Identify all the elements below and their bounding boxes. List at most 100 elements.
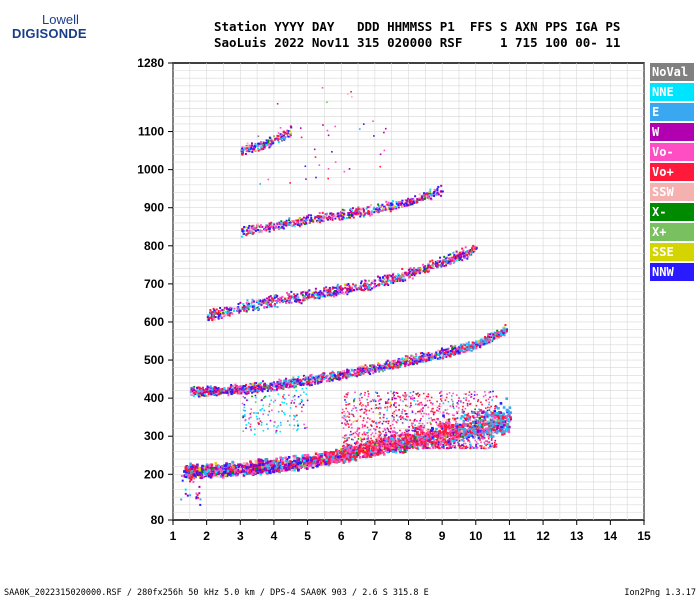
echo-point [497,416,501,420]
echo-point [446,418,449,422]
echo-point [325,287,328,290]
echo-point [353,369,356,372]
echo-point [330,378,333,381]
echo-point [394,448,398,452]
echo-point [317,454,320,457]
echo-point [233,385,236,388]
echo-point [292,376,295,379]
echo-point [468,429,472,433]
echo-point [314,452,318,456]
echo-point [243,464,246,467]
echo-point [415,442,419,446]
echo-point [206,465,209,469]
echo-point [272,381,275,384]
echo-point [487,428,491,432]
echo-point [455,257,458,260]
echo-point [470,253,473,256]
echo-point [375,284,378,287]
echo-point [469,345,472,348]
echo-point [462,347,465,350]
echo-point [356,367,359,370]
echo-point [319,293,322,296]
echo-point [346,368,349,371]
echo-point [307,296,310,299]
echo-point [338,459,342,463]
echo-point [460,251,463,254]
echo-point [377,279,380,282]
echo-point [360,367,363,370]
echo-point [464,349,467,352]
echo-point [476,422,480,425]
echo-point [416,358,419,361]
echo-point [232,389,235,392]
echo-point [502,430,505,433]
echo-point [497,411,501,415]
echo-point [484,335,487,338]
echo-point [282,382,285,385]
echo-point [491,435,495,438]
echo-point [301,454,305,457]
echo-point [209,309,212,312]
echo-point [198,467,201,470]
echo-point [438,261,441,264]
echo-point [415,355,418,358]
echo-point [495,334,498,337]
echo-point [203,390,206,393]
echo-point [396,364,399,367]
echo-point [275,382,278,385]
echo-point [442,356,445,359]
echo-point [245,387,248,390]
echo-point [309,374,312,377]
echo-point [187,468,190,471]
echo-point [217,393,220,396]
echo-point [362,450,365,454]
echo-point [342,291,345,294]
echo-point [497,334,500,337]
echo-point [383,274,386,277]
echo-point [402,275,405,278]
echo-point [411,271,414,274]
echo-point [355,449,359,453]
echo-point [474,430,477,433]
echo-point [187,474,190,477]
echo-point [380,366,383,369]
echo-point [450,257,453,260]
echo-point [339,372,342,375]
echo-point [260,389,263,392]
echo-point [369,370,372,373]
echo-point [238,392,241,395]
echo-point [461,253,464,256]
echo-point [291,378,294,381]
echo-point [197,394,200,397]
echo-point [453,346,456,349]
echo-point [325,453,328,456]
echo-point [288,385,291,388]
echo-point [370,287,373,290]
echo-point [443,348,446,351]
echo-point [246,469,250,472]
echo-point [217,314,220,317]
echo-point [435,353,438,356]
echo-point [201,473,204,477]
echo-point [287,455,291,459]
echo-point [307,377,310,380]
echo-point [288,380,291,383]
echo-point [496,331,499,334]
echo-point [274,466,278,470]
echo-point [370,283,373,286]
echo-point [372,372,375,375]
echo-point [333,376,336,379]
echo-point [242,469,245,473]
echo-point [434,355,437,358]
echo-point [209,390,212,393]
echo-point [327,463,331,467]
echo-point [251,391,254,394]
echo-point [279,387,282,390]
echo-point [450,345,453,348]
echo-point [406,363,409,366]
echo-point [314,383,317,386]
echo-point [269,305,272,308]
echo-point [202,391,205,394]
echo-point [447,258,450,261]
x-tick-label: 1 [170,529,177,543]
